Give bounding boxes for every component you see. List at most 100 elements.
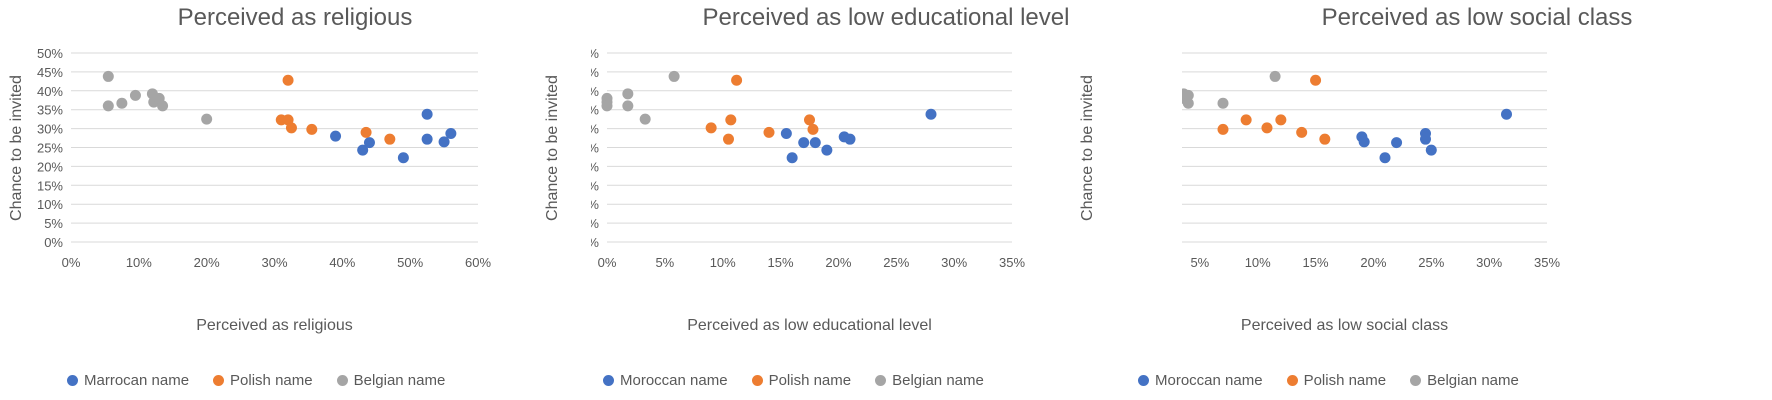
- y-tick-label: 35%: [37, 103, 63, 118]
- data-point: [357, 144, 369, 156]
- y-tick-label: 15%: [37, 178, 63, 193]
- x-tick-label: 5%: [655, 255, 674, 270]
- data-point: [1217, 123, 1229, 135]
- gridlines: [607, 52, 1012, 243]
- y-tick-label: 30%: [591, 122, 599, 137]
- x-tick-label: 60%: [465, 255, 491, 270]
- data-point: [807, 123, 819, 135]
- x-axis-ticks: 0%5%10%15%20%25%30%35%: [1190, 255, 1560, 270]
- data-point: [360, 126, 372, 138]
- scatter-plot: 0%5%10%15%20%25%30%35%40%45%50%0%5%10%15…: [591, 46, 1025, 270]
- y-tick-label: 25%: [591, 141, 599, 156]
- series-1: [275, 74, 396, 145]
- data-point: [844, 133, 856, 145]
- data-point: [1182, 89, 1194, 101]
- x-tick-label: 20%: [194, 255, 220, 270]
- y-tick-label: 20%: [591, 159, 599, 174]
- legend-item-polish: Polish name: [1286, 372, 1387, 389]
- y-tick-label: 10%: [591, 197, 599, 212]
- legend-label: Belgian name: [1427, 372, 1519, 389]
- x-tick-label: 40%: [329, 255, 355, 270]
- y-tick-label: 0%: [591, 235, 599, 250]
- chart-title: Perceived as low social class: [1321, 4, 1633, 31]
- data-point: [804, 114, 815, 126]
- legend-label: Polish name: [768, 372, 852, 389]
- data-point: [285, 122, 297, 134]
- data-point: [821, 144, 833, 156]
- data-point: [102, 70, 114, 82]
- x-tick-label: 25%: [1418, 255, 1444, 270]
- legend-label: Marrocan name: [84, 372, 190, 389]
- x-axis-ticks: 0% 10% 20% 30% 40% 50% 60%: [62, 255, 492, 270]
- legend-marker-icon: [67, 375, 78, 386]
- legend-item-belgian: Belgian name: [875, 372, 984, 389]
- x-tick-label: 30%: [1476, 255, 1502, 270]
- data-point: [1275, 114, 1287, 126]
- data-point: [438, 136, 450, 148]
- data-point: [421, 108, 433, 120]
- legend: Moroccan name Polish name Belgian name: [603, 372, 1008, 389]
- data-point: [1269, 70, 1281, 82]
- y-tick-label: 10%: [37, 197, 63, 212]
- data-point: [798, 137, 810, 149]
- x-tick-label: 20%: [1360, 255, 1386, 270]
- series-1: [1217, 74, 1331, 145]
- data-point: [384, 133, 396, 145]
- series-2: [1182, 70, 1281, 109]
- legend-item-belgian: Belgian name: [336, 372, 445, 389]
- chart-panel-educational: Perceived as low educational level 0% 5% 1…: [544, 0, 1181, 400]
- y-tick-label: 40%: [37, 84, 63, 99]
- data-point: [786, 152, 798, 164]
- legend-marker-icon: [336, 375, 348, 386]
- y-tick-label: 50%: [591, 46, 599, 61]
- legend: Marrocan name Polish name Belgian name: [67, 372, 469, 389]
- y-axis-label: Chance to be invited: [1078, 74, 1096, 221]
- data-point: [421, 133, 433, 145]
- data-point: [622, 100, 634, 112]
- data-point: [723, 133, 734, 145]
- data-point: [1310, 74, 1322, 86]
- data-point: [1261, 122, 1273, 134]
- legend-item-moroccan: Moroccan name: [1138, 372, 1263, 389]
- scatter-plot: 0%5%10%15%20%25%30%35%40%45%50%0%5%10%15…: [1182, 52, 1560, 270]
- data-point: [1420, 133, 1431, 145]
- data-point: [1296, 126, 1308, 138]
- x-tick-label: 10%: [710, 255, 736, 270]
- data-point: [668, 70, 680, 82]
- chart-title: Perceived as religious: [177, 4, 413, 31]
- data-point: [705, 122, 717, 134]
- data-point: [639, 113, 651, 125]
- legend-item-belgian: Belgian name: [1410, 372, 1519, 389]
- data-point: [1319, 133, 1331, 145]
- y-tick-label: 5%: [44, 216, 63, 231]
- data-point: [157, 100, 169, 112]
- chart-panel-social-class: Perceived as low social class 0%5%10%15%…: [1079, 0, 1772, 400]
- x-axis-label: Perceived as low educational level: [687, 317, 932, 334]
- data-point: [116, 97, 128, 109]
- data-point: [397, 152, 409, 164]
- y-tick-label: 35%: [591, 103, 599, 118]
- x-tick-label: 15%: [768, 255, 794, 270]
- x-tick-label: 35%: [1534, 255, 1560, 270]
- legend-label: Moroccan name: [1155, 372, 1263, 389]
- data-point: [129, 89, 141, 101]
- legend-marker-icon: [1410, 375, 1422, 386]
- x-axis-label: Perceived as low social class: [1240, 317, 1449, 334]
- legend-marker-icon: [603, 375, 614, 386]
- legend-item-polish: Polish name: [751, 372, 852, 389]
- data-point: [763, 126, 775, 138]
- y-tick-label: 30%: [37, 122, 63, 137]
- y-tick-label: 45%: [591, 65, 599, 80]
- data-point: [1391, 137, 1403, 149]
- y-axis-ticks: 0% 5% 10% 15% 20% 25% 30% 35% 40% 45% 50%: [591, 46, 599, 250]
- legend-label: Polish name: [1303, 372, 1387, 389]
- legend-item-moroccan: Marrocan name: [67, 372, 189, 389]
- data-point: [925, 108, 937, 120]
- data-point: [363, 137, 375, 149]
- data-point: [622, 88, 634, 100]
- x-tick-label: 20%: [825, 255, 851, 270]
- data-point: [201, 113, 213, 125]
- data-point: [1425, 144, 1437, 156]
- data-point: [731, 74, 743, 86]
- y-tick-label: 25%: [37, 141, 63, 156]
